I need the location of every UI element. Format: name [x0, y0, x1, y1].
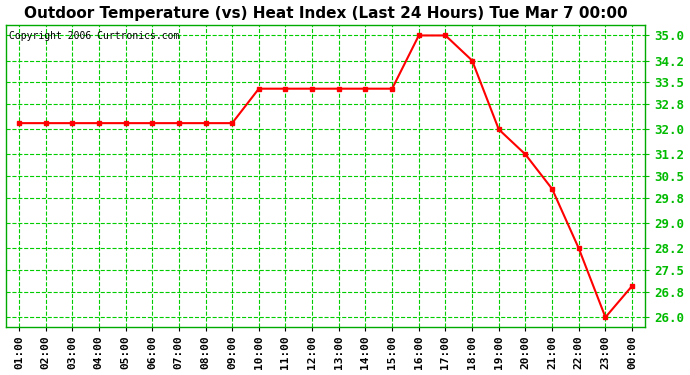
Text: Copyright 2006 Curtronics.com: Copyright 2006 Curtronics.com — [9, 30, 179, 40]
Title: Outdoor Temperature (vs) Heat Index (Last 24 Hours) Tue Mar 7 00:00: Outdoor Temperature (vs) Heat Index (Las… — [23, 6, 627, 21]
